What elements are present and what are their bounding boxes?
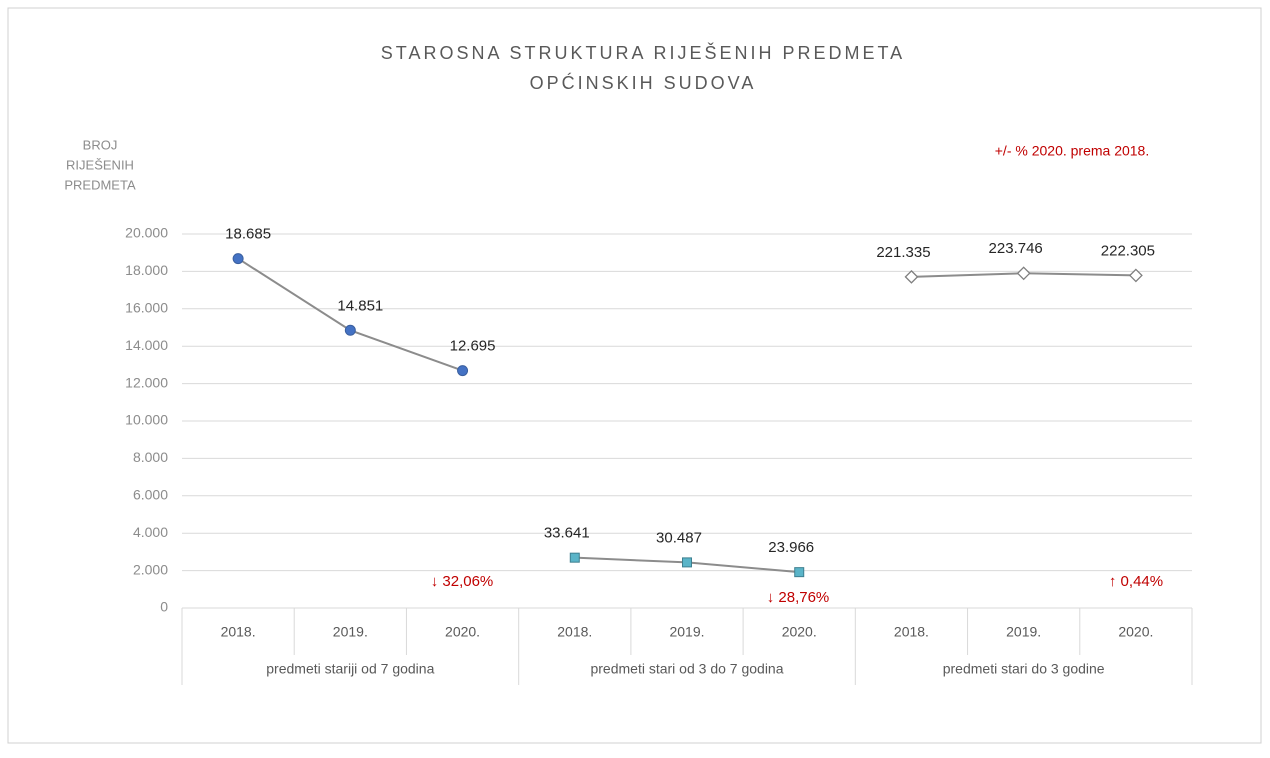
y-tick-label: 0 (160, 599, 168, 615)
x-tick-label: 2019. (1006, 624, 1041, 640)
data-label: 12.695 (450, 338, 496, 355)
x-tick-label: 2020. (1118, 624, 1153, 640)
chart-border (7, 7, 1262, 744)
point (569, 552, 580, 563)
point (682, 557, 692, 568)
group-label: predmeti stari od 3 do 7 godina (590, 661, 783, 677)
x-tick-label: 2020. (445, 624, 480, 640)
data-label: 23.966 (768, 539, 814, 556)
y-axis-label: PREDMETA (64, 177, 136, 192)
annotation: ↓ 28,76% (767, 589, 830, 606)
group-label: predmeti stariji od 7 godina (266, 661, 434, 677)
chart-title: STAROSNA STRUKTURA RIJEŠENIH PREDMETA (381, 42, 905, 63)
point (1128, 268, 1143, 283)
x-tick-label: 2019. (669, 624, 704, 640)
data-label: 18.685 (225, 226, 271, 243)
y-tick-label: 20.000 (125, 225, 168, 241)
x-tick-label: 2018. (221, 624, 256, 640)
y-axis-label: BROJ (83, 137, 118, 152)
x-tick-label: 2020. (782, 624, 817, 640)
point (344, 324, 356, 336)
point (904, 269, 919, 284)
y-tick-label: 2.000 (133, 561, 168, 577)
y-tick-label: 6.000 (133, 487, 168, 503)
y-tick-label: 16.000 (125, 300, 168, 316)
y-tick-label: 12.000 (125, 374, 168, 390)
point (794, 567, 805, 578)
point (1016, 266, 1031, 281)
x-tick-label: 2018. (557, 624, 592, 640)
y-tick-label: 4.000 (133, 524, 168, 540)
y-axis-label: RIJEŠENIH (66, 157, 134, 172)
data-label: 30.487 (656, 529, 702, 546)
y-tick-label: 14.000 (125, 337, 168, 353)
point (457, 365, 469, 377)
annotation: ↓ 32,06% (431, 573, 494, 590)
y-tick-label: 10.000 (125, 412, 168, 428)
y-tick-label: 18.000 (125, 262, 168, 278)
y-tick-label: 8.000 (133, 449, 168, 465)
data-label: 223.746 (989, 240, 1043, 257)
x-tick-label: 2018. (894, 624, 929, 640)
note: +/- % 2020. prema 2018. (995, 143, 1150, 159)
data-label: 221.335 (876, 244, 930, 261)
data-label: 14.851 (337, 297, 383, 314)
data-label: 222.305 (1101, 242, 1155, 259)
x-tick-label: 2019. (333, 624, 368, 640)
group-label: predmeti stari do 3 godine (943, 661, 1105, 677)
annotation: ↑ 0,44% (1109, 573, 1163, 590)
point (232, 253, 244, 265)
data-label: 33.641 (544, 525, 590, 542)
chart-title: OPĆINSKIH SUDOVA (530, 72, 757, 93)
